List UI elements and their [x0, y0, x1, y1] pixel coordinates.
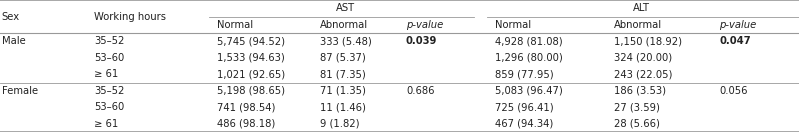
Text: ALT: ALT [633, 3, 650, 13]
Text: 53–60: 53–60 [94, 53, 125, 63]
Text: 5,198 (98.65): 5,198 (98.65) [217, 86, 285, 96]
Text: Male: Male [2, 36, 26, 46]
Text: 11 (1.46): 11 (1.46) [320, 102, 365, 112]
Text: 467 (94.34): 467 (94.34) [495, 119, 554, 129]
Text: 4,928 (81.08): 4,928 (81.08) [495, 36, 563, 46]
Text: 35–52: 35–52 [94, 86, 125, 96]
Text: 0.056: 0.056 [719, 86, 748, 96]
Text: Normal: Normal [217, 20, 253, 30]
Text: 486 (98.18): 486 (98.18) [217, 119, 276, 129]
Text: 81 (7.35): 81 (7.35) [320, 69, 365, 79]
Text: ≥ 61: ≥ 61 [94, 69, 118, 79]
Text: 27 (3.59): 27 (3.59) [614, 102, 659, 112]
Text: Abnormal: Abnormal [320, 20, 368, 30]
Text: 741 (98.54): 741 (98.54) [217, 102, 276, 112]
Text: 333 (5.48): 333 (5.48) [320, 36, 372, 46]
Text: 53–60: 53–60 [94, 102, 125, 112]
Text: 1,296 (80.00): 1,296 (80.00) [495, 53, 563, 63]
Text: p-value: p-value [719, 20, 757, 30]
Text: 1,533 (94.63): 1,533 (94.63) [217, 53, 285, 63]
Text: Working hours: Working hours [94, 11, 166, 22]
Text: AST: AST [336, 3, 355, 13]
Text: 0.039: 0.039 [406, 36, 437, 46]
Text: Female: Female [2, 86, 38, 96]
Text: p-value: p-value [406, 20, 443, 30]
Text: Normal: Normal [495, 20, 531, 30]
Text: 324 (20.00): 324 (20.00) [614, 53, 672, 63]
Text: 5,745 (94.52): 5,745 (94.52) [217, 36, 285, 46]
Text: 87 (5.37): 87 (5.37) [320, 53, 365, 63]
Text: 71 (1.35): 71 (1.35) [320, 86, 365, 96]
Text: Sex: Sex [2, 11, 20, 22]
Text: ≥ 61: ≥ 61 [94, 119, 118, 129]
Text: 725 (96.41): 725 (96.41) [495, 102, 554, 112]
Text: 0.047: 0.047 [719, 36, 751, 46]
Text: 859 (77.95): 859 (77.95) [495, 69, 554, 79]
Text: 9 (1.82): 9 (1.82) [320, 119, 359, 129]
Text: Abnormal: Abnormal [614, 20, 662, 30]
Text: 28 (5.66): 28 (5.66) [614, 119, 659, 129]
Text: 0.686: 0.686 [406, 86, 435, 96]
Text: 5,083 (96.47): 5,083 (96.47) [495, 86, 563, 96]
Text: 35–52: 35–52 [94, 36, 125, 46]
Text: 243 (22.05): 243 (22.05) [614, 69, 672, 79]
Text: 1,150 (18.92): 1,150 (18.92) [614, 36, 682, 46]
Text: 1,021 (92.65): 1,021 (92.65) [217, 69, 285, 79]
Text: 186 (3.53): 186 (3.53) [614, 86, 666, 96]
